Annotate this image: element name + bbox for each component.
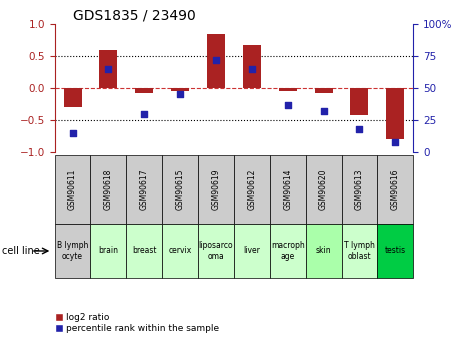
Bar	[386, 88, 404, 139]
Text: GSM90617: GSM90617	[140, 169, 149, 210]
Point	[248, 66, 256, 71]
FancyBboxPatch shape	[306, 224, 342, 278]
Point	[141, 111, 148, 116]
Bar	[135, 88, 153, 93]
Text: cervix: cervix	[169, 246, 192, 256]
Point	[104, 66, 112, 71]
Text: cell line: cell line	[2, 246, 40, 256]
Bar	[243, 45, 261, 88]
FancyBboxPatch shape	[378, 155, 413, 224]
FancyBboxPatch shape	[270, 155, 306, 224]
FancyBboxPatch shape	[270, 224, 306, 278]
Bar	[171, 88, 189, 91]
FancyBboxPatch shape	[55, 155, 91, 224]
Text: breast: breast	[132, 246, 157, 256]
Point	[176, 91, 184, 97]
Text: GDS1835 / 23490: GDS1835 / 23490	[73, 9, 195, 23]
Text: liposarco
oma: liposarco oma	[199, 241, 233, 261]
FancyBboxPatch shape	[306, 155, 342, 224]
Text: testis: testis	[385, 246, 406, 256]
Legend: log2 ratio, percentile rank within the sample: log2 ratio, percentile rank within the s…	[52, 309, 223, 337]
FancyBboxPatch shape	[126, 224, 162, 278]
FancyBboxPatch shape	[342, 224, 378, 278]
Text: brain: brain	[98, 246, 118, 256]
Text: GSM90615: GSM90615	[176, 169, 185, 210]
Bar	[64, 88, 82, 107]
Text: liver: liver	[243, 246, 260, 256]
FancyBboxPatch shape	[378, 224, 413, 278]
Text: B lymph
ocyte: B lymph ocyte	[57, 241, 88, 261]
Point	[69, 130, 76, 135]
FancyBboxPatch shape	[234, 155, 270, 224]
Bar	[314, 88, 332, 93]
FancyBboxPatch shape	[342, 155, 378, 224]
Text: GSM90611: GSM90611	[68, 169, 77, 210]
FancyBboxPatch shape	[198, 155, 234, 224]
Point	[356, 126, 363, 131]
Point	[284, 102, 292, 107]
Point	[320, 108, 327, 114]
FancyBboxPatch shape	[198, 224, 234, 278]
Text: macroph
age: macroph age	[271, 241, 304, 261]
FancyBboxPatch shape	[55, 224, 91, 278]
Text: GSM90612: GSM90612	[247, 169, 257, 210]
Text: GSM90614: GSM90614	[283, 169, 292, 210]
Bar	[207, 34, 225, 88]
FancyBboxPatch shape	[162, 224, 198, 278]
Bar	[99, 50, 117, 88]
Text: T lymph
oblast: T lymph oblast	[344, 241, 375, 261]
Text: GSM90620: GSM90620	[319, 169, 328, 210]
FancyBboxPatch shape	[91, 155, 126, 224]
Bar	[279, 88, 297, 91]
FancyBboxPatch shape	[126, 155, 162, 224]
Text: skin: skin	[316, 246, 332, 256]
FancyBboxPatch shape	[234, 224, 270, 278]
FancyBboxPatch shape	[162, 155, 198, 224]
Text: GSM90616: GSM90616	[391, 169, 400, 210]
Text: GSM90613: GSM90613	[355, 169, 364, 210]
Text: GSM90619: GSM90619	[211, 169, 220, 210]
Point	[391, 139, 399, 144]
FancyBboxPatch shape	[91, 224, 126, 278]
Bar	[351, 88, 369, 115]
Point	[212, 57, 220, 63]
Text: GSM90618: GSM90618	[104, 169, 113, 210]
